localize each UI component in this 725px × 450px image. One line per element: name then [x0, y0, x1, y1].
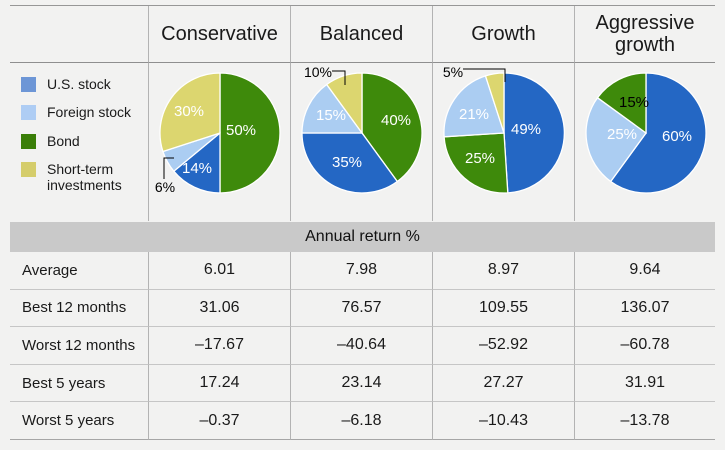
annual-return-title: Annual return %	[305, 228, 420, 245]
cell-value: –6.18	[290, 402, 432, 440]
returns-table-body: Average 6.01 7.98 8.97 9.64 Best 12 months 31.…	[10, 252, 715, 440]
pie-slice-us_stock	[503, 72, 565, 194]
pie-slice-us_stock	[172, 131, 221, 194]
legend-label: Foreign stock	[47, 104, 132, 121]
annual-return-band: Annual return %	[10, 222, 715, 252]
callout-line	[163, 157, 174, 179]
cell-value: 31.06	[148, 289, 290, 328]
pie-slice-label: 50%	[226, 122, 256, 139]
column-header-growth: Growth	[432, 6, 574, 63]
legend-column-header	[10, 6, 148, 63]
row-label: Worst 5 years	[10, 402, 148, 440]
bond-swatch-icon	[21, 133, 36, 149]
legend: U.S. stock Foreign stock Bond Short-term…	[10, 63, 143, 193]
pie-slice-label: 40%	[381, 112, 411, 129]
pie-slice-label: 25%	[465, 150, 495, 167]
legend-cell: U.S. stock Foreign stock Bond Short-term…	[10, 63, 148, 221]
cell-value: 31.91	[574, 364, 715, 403]
pie-slice-foreign_stock	[301, 83, 364, 134]
pie-slice-short_term	[159, 72, 221, 153]
cell-value: 7.98	[290, 252, 432, 290]
pie-callout-label: 5%	[443, 64, 463, 80]
legend-item-foreign-stock: Foreign stock	[21, 104, 143, 121]
legend-item-short-term: Short-term investments	[21, 162, 143, 193]
legend-label: U.S. stock	[47, 76, 111, 92]
pie-slice-bond	[219, 72, 281, 194]
pie-slice-us_stock	[609, 72, 707, 194]
cell-value: 8.97	[432, 252, 574, 290]
cell-value: 136.07	[574, 289, 715, 328]
row-label: Worst 12 months	[10, 327, 148, 365]
cell-value: –60.78	[574, 327, 715, 365]
cell-value: –40.64	[290, 327, 432, 365]
us-stock-swatch-icon	[21, 77, 36, 92]
legend-label: Bond	[47, 132, 80, 149]
pie-chart-conservative: 50% 14% 6% 30%	[148, 63, 290, 221]
pie-slice-bond	[596, 72, 647, 135]
pie-slice-label: 15%	[316, 107, 346, 124]
cell-value: –13.78	[574, 402, 715, 440]
cell-value: –17.67	[148, 327, 290, 365]
cell-value: 9.64	[574, 252, 715, 290]
pie-slice-bond	[443, 132, 509, 194]
pie-chart-aggressive-growth: 60% 25% 15%	[574, 63, 715, 221]
column-header-conservative: Conservative	[148, 6, 290, 63]
cell-value: –10.43	[432, 402, 574, 440]
row-label: Best 5 years	[10, 365, 148, 403]
pie-slice-short_term	[484, 72, 505, 134]
short-term-swatch-icon	[21, 162, 36, 178]
legend-label: Short-term investments	[47, 161, 122, 193]
legend-item-us-stock: U.S. stock	[21, 76, 143, 92]
pie-slice-label: 35%	[332, 154, 362, 171]
pie-callout-label: 6%	[155, 179, 175, 195]
pie-slice-foreign_stock	[443, 75, 505, 138]
pie-chart-balanced: 40% 35% 15% 10%	[290, 63, 432, 221]
cell-value: 27.27	[432, 364, 574, 403]
column-header-aggressive-growth: Aggressive growth	[574, 6, 715, 63]
foreign-stock-swatch-icon	[21, 105, 36, 121]
pie-slice-label: 14%	[182, 160, 212, 177]
pie-slice-us_stock	[301, 132, 399, 194]
cell-value: –52.92	[432, 327, 574, 365]
cell-value: 76.57	[290, 289, 432, 328]
cell-value: 109.55	[432, 289, 574, 328]
cell-value: 6.01	[148, 252, 290, 290]
pie-slice-label: 30%	[174, 103, 204, 120]
legend-item-bond: Bond	[21, 132, 143, 149]
column-header-balanced: Balanced	[290, 6, 432, 63]
pie-slice-label: 60%	[662, 128, 692, 145]
pie-slice-label: 15%	[619, 94, 649, 111]
pie-slice-short_term	[325, 72, 363, 135]
cell-value: –0.37	[148, 402, 290, 440]
pie-callout-label: 10%	[304, 64, 332, 80]
pie-slice-bond	[361, 72, 423, 183]
cell-value: 23.14	[290, 364, 432, 403]
row-label: Average	[10, 252, 148, 290]
cell-value: 17.24	[148, 364, 290, 403]
callout-line	[463, 68, 506, 82]
pie-slice-label: 25%	[607, 126, 637, 143]
row-label: Best 12 months	[10, 290, 148, 328]
allocation-grid: Conservative Balanced Growth Aggressive …	[10, 5, 715, 221]
pie-slice-label: 49%	[511, 121, 541, 138]
pie-chart-growth: 49% 25% 21% 5%	[432, 63, 574, 221]
callout-line	[332, 70, 346, 85]
pie-slice-label: 21%	[459, 106, 489, 123]
pie-slice-foreign_stock	[585, 96, 647, 183]
